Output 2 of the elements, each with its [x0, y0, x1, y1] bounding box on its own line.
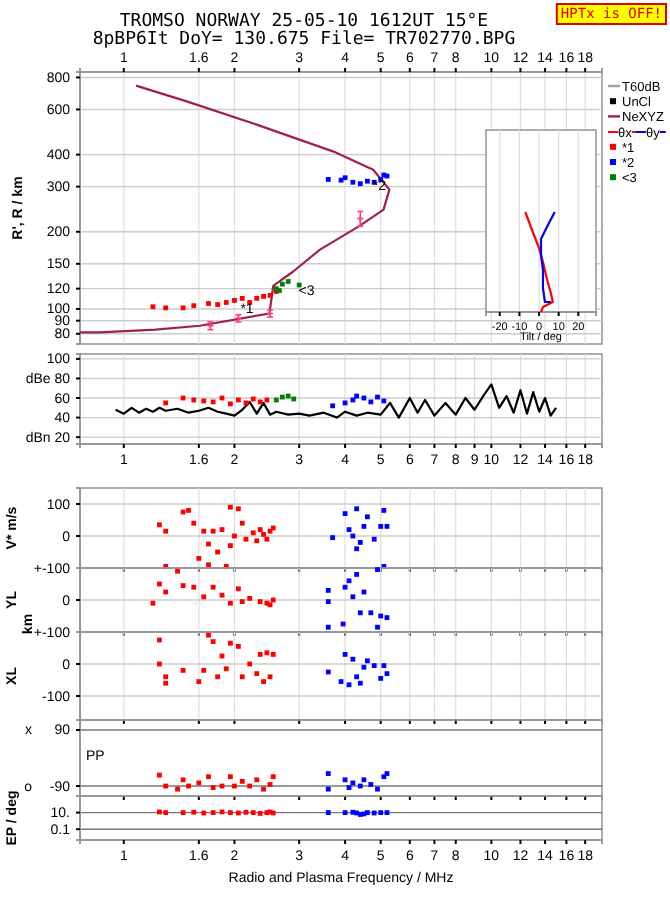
chart-title: TROMSO NORWAY 25-05-10 1612UT 15°E — [119, 12, 489, 32]
chart-subtitle: 8pBP6It DoY= 130.675 File= TR702770.BPG — [92, 30, 516, 50]
